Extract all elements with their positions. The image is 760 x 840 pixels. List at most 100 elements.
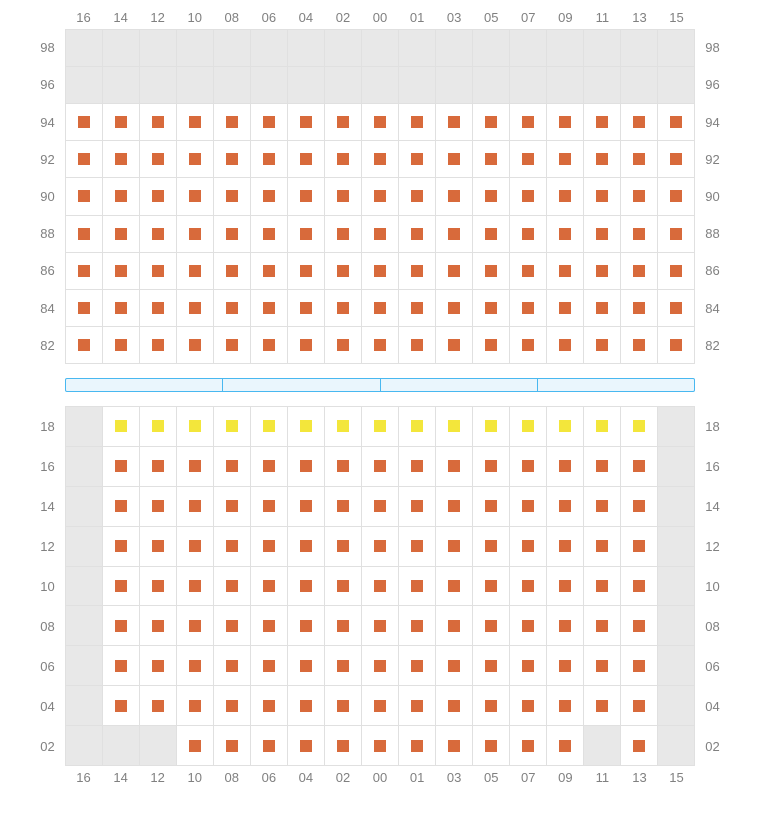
seat-cell[interactable] (103, 646, 140, 686)
seat-cell[interactable] (584, 290, 621, 327)
seat-orange[interactable] (411, 228, 423, 240)
seat-cell[interactable] (103, 327, 140, 364)
seat-orange[interactable] (115, 228, 127, 240)
seat-yellow[interactable] (115, 420, 127, 432)
seat-orange[interactable] (448, 116, 460, 128)
seat-cell[interactable] (436, 407, 473, 447)
seat-cell[interactable] (436, 327, 473, 364)
seat-orange[interactable] (226, 228, 238, 240)
seat-cell[interactable] (510, 290, 547, 327)
seat-cell[interactable] (362, 216, 399, 253)
seat-cell[interactable] (436, 726, 473, 766)
seat-cell[interactable] (362, 327, 399, 364)
seat-cell[interactable] (214, 327, 251, 364)
seat-orange[interactable] (300, 265, 312, 277)
seat-cell[interactable] (547, 606, 584, 646)
seat-cell[interactable] (325, 104, 362, 141)
seat-cell[interactable] (510, 104, 547, 141)
seat-orange[interactable] (485, 190, 497, 202)
seat-orange[interactable] (670, 339, 682, 351)
seat-cell[interactable] (584, 216, 621, 253)
seat-orange[interactable] (448, 153, 460, 165)
seat-cell[interactable] (510, 686, 547, 726)
seat-cell[interactable] (547, 567, 584, 607)
seat-cell[interactable] (103, 104, 140, 141)
seat-orange[interactable] (152, 228, 164, 240)
seat-orange[interactable] (670, 153, 682, 165)
seat-cell[interactable] (362, 646, 399, 686)
seat-cell[interactable] (325, 487, 362, 527)
seat-cell[interactable] (140, 216, 177, 253)
seat-orange[interactable] (189, 540, 201, 552)
seat-cell[interactable] (584, 686, 621, 726)
seat-cell[interactable] (473, 178, 510, 215)
seat-orange[interactable] (485, 700, 497, 712)
seat-cell[interactable] (584, 178, 621, 215)
seat-cell[interactable] (140, 407, 177, 447)
seat-orange[interactable] (448, 700, 460, 712)
seat-orange[interactable] (226, 190, 238, 202)
seat-cell[interactable] (251, 606, 288, 646)
seat-orange[interactable] (411, 116, 423, 128)
seat-orange[interactable] (448, 190, 460, 202)
seat-orange[interactable] (522, 153, 534, 165)
seat-cell[interactable] (436, 253, 473, 290)
seat-cell[interactable] (362, 253, 399, 290)
seat-orange[interactable] (522, 265, 534, 277)
seat-orange[interactable] (115, 302, 127, 314)
seat-cell[interactable] (177, 646, 214, 686)
seat-orange[interactable] (374, 116, 386, 128)
seat-cell[interactable] (288, 216, 325, 253)
seat-orange[interactable] (226, 460, 238, 472)
seat-cell[interactable] (214, 527, 251, 567)
seat-orange[interactable] (300, 460, 312, 472)
seat-orange[interactable] (596, 153, 608, 165)
seat-cell[interactable] (473, 327, 510, 364)
seat-cell[interactable] (325, 407, 362, 447)
seat-orange[interactable] (374, 500, 386, 512)
seat-cell[interactable] (473, 606, 510, 646)
seat-cell[interactable] (510, 726, 547, 766)
seat-cell[interactable] (288, 327, 325, 364)
seat-cell[interactable] (140, 290, 177, 327)
seat-cell[interactable] (399, 253, 436, 290)
seat-cell[interactable] (658, 216, 695, 253)
seat-orange[interactable] (448, 500, 460, 512)
seat-orange[interactable] (485, 540, 497, 552)
seat-cell[interactable] (436, 178, 473, 215)
seat-orange[interactable] (411, 580, 423, 592)
seat-cell[interactable] (325, 141, 362, 178)
seat-orange[interactable] (559, 153, 571, 165)
seat-orange[interactable] (263, 153, 275, 165)
seat-orange[interactable] (115, 265, 127, 277)
seat-cell[interactable] (510, 407, 547, 447)
seat-orange[interactable] (670, 116, 682, 128)
seat-orange[interactable] (374, 700, 386, 712)
seat-cell[interactable] (251, 726, 288, 766)
seat-cell[interactable] (436, 216, 473, 253)
seat-cell[interactable] (103, 216, 140, 253)
seat-cell[interactable] (621, 567, 658, 607)
seat-orange[interactable] (411, 500, 423, 512)
seat-cell[interactable] (584, 141, 621, 178)
seat-cell[interactable] (547, 447, 584, 487)
seat-cell[interactable] (621, 447, 658, 487)
seat-cell[interactable] (584, 253, 621, 290)
seat-cell[interactable] (473, 104, 510, 141)
seat-cell[interactable] (362, 104, 399, 141)
seat-orange[interactable] (78, 265, 90, 277)
seat-orange[interactable] (670, 265, 682, 277)
seat-cell[interactable] (214, 726, 251, 766)
seat-cell[interactable] (214, 686, 251, 726)
seat-cell[interactable] (177, 327, 214, 364)
seat-cell[interactable] (177, 104, 214, 141)
seat-cell[interactable] (399, 290, 436, 327)
seat-orange[interactable] (485, 740, 497, 752)
seat-cell[interactable] (436, 606, 473, 646)
seat-cell[interactable] (325, 567, 362, 607)
seat-cell[interactable] (140, 253, 177, 290)
seat-orange[interactable] (78, 153, 90, 165)
seat-cell[interactable] (140, 327, 177, 364)
seat-orange[interactable] (522, 580, 534, 592)
seat-cell[interactable] (325, 447, 362, 487)
